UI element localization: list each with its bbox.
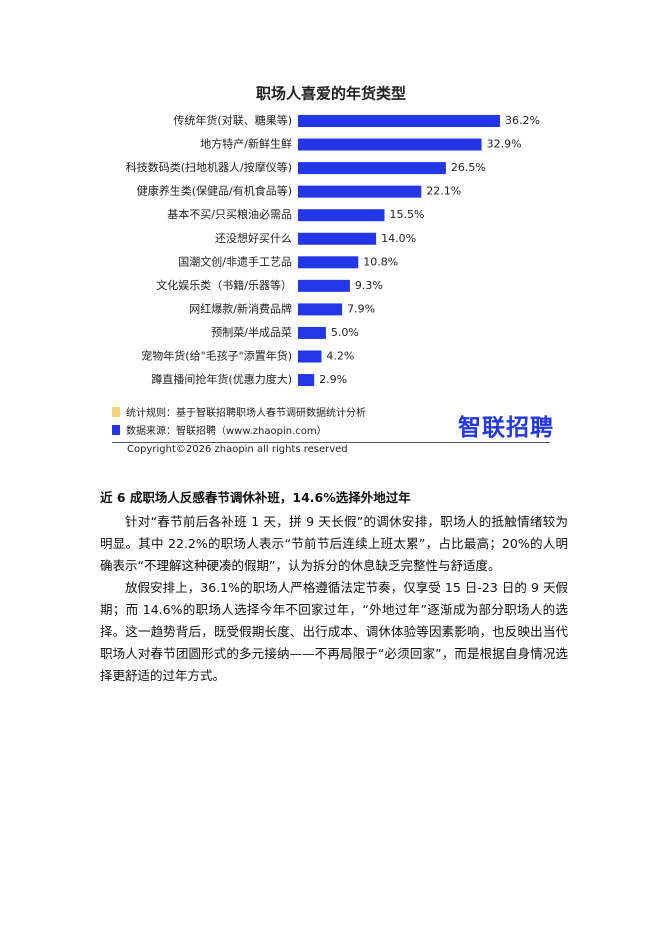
category-label: 还没想好买什么 xyxy=(215,231,292,245)
note-marker xyxy=(112,406,120,417)
category-label: 蹲直播间抢年货(优惠力度大) xyxy=(151,372,292,386)
category-label: 科技数码类(扫地机器人/按摩仪等) xyxy=(126,160,292,174)
bar xyxy=(298,303,343,316)
category-label: 国潮文创/非遗手工艺品 xyxy=(178,254,292,268)
paragraph: 针对“春节前后各补班 1 天，拼 9 天长假”的调休安排，职场人的抵触情绪较为明… xyxy=(100,514,568,573)
article: 近 6 成职场人反感春节调休补班，14.6%选择外地过年 针对“春节前后各补班 … xyxy=(100,487,568,687)
bar xyxy=(298,374,315,387)
chart: 职场人喜爱的年货类型 传统年货(对联、糖果等) 36.2% 地方特产/新鲜生鲜 32.… xyxy=(126,85,540,387)
bar xyxy=(298,185,422,198)
value-label: 4.2% xyxy=(326,350,354,363)
value-label: 9.3% xyxy=(355,279,383,292)
note-marker xyxy=(112,424,120,435)
category-label: 预制菜/半成品菜 xyxy=(211,325,292,339)
bar xyxy=(298,115,500,127)
value-label: 7.9% xyxy=(347,302,375,315)
bar xyxy=(298,350,322,363)
note: 统计规则：基于智联招聘职场人春节调研数据统计分析 xyxy=(112,404,366,419)
copyright: Copyright©2026 zhaopin all rights reserv… xyxy=(127,444,348,455)
bar xyxy=(298,256,359,269)
category-label: 基本不买/只买粮油必需品 xyxy=(167,207,292,221)
value-label: 5.0% xyxy=(331,326,359,339)
value-label: 2.9% xyxy=(319,373,347,386)
category-label: 宠物年货(给"毛孩子"添置年货) xyxy=(141,349,292,363)
value-label: 32.9% xyxy=(487,138,522,151)
value-label: 10.8% xyxy=(363,255,398,268)
logo: 智联招聘 xyxy=(458,415,554,441)
category-label: 健康养生类(保健品/有机食品等) xyxy=(137,184,292,198)
category-label: 文化娱乐类（书籍/乐器等） xyxy=(156,278,292,292)
bar xyxy=(298,138,482,151)
category-label: 传统年货(对联、糖果等) xyxy=(173,113,292,127)
value-label: 26.5% xyxy=(451,161,486,174)
value-label: 36.2% xyxy=(505,114,540,127)
heading: 近 6 成职场人反感春节调休补班，14.6%选择外地过年 xyxy=(100,490,411,505)
divider xyxy=(112,442,550,443)
note: 数据来源：智联招聘（www.zhaopin.com） xyxy=(112,422,327,437)
bar xyxy=(298,279,350,292)
paragraph: 放假安排上，36.1%的职场人严格遵循法定节奏，仅享受 15 日-23 日的 9… xyxy=(100,580,568,683)
note-text: 统计规则：基于智联招聘职场人春节调研数据统计分析 xyxy=(126,408,366,419)
bar xyxy=(298,326,326,339)
bar xyxy=(298,209,385,222)
bar xyxy=(298,162,446,175)
note-text: 数据来源：智联招聘（www.zhaopin.com） xyxy=(126,426,327,437)
value-label: 15.5% xyxy=(389,208,424,221)
value-label: 22.1% xyxy=(426,185,461,198)
category-label: 网红爆款/新消费品牌 xyxy=(189,301,292,315)
bar xyxy=(298,232,377,245)
chart-title: 职场人喜爱的年货类型 xyxy=(256,85,406,103)
category-label: 地方特产/新鲜生鲜 xyxy=(200,137,292,151)
value-label: 14.0% xyxy=(381,232,416,245)
